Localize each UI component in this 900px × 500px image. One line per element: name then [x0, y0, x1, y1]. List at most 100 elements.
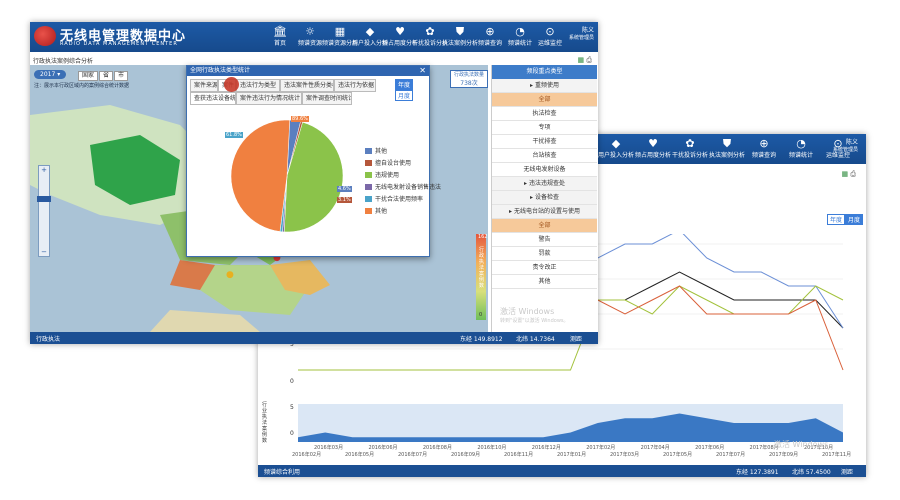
- zoom-out-icon[interactable]: −: [41, 248, 47, 256]
- front-nav-label-9: 运维监控: [537, 40, 562, 47]
- upper-y-tick-0: 0: [290, 378, 294, 385]
- front-toolbar-icons: ▦ ⎙: [578, 56, 592, 65]
- grid-icon[interactable]: ▦: [577, 56, 585, 64]
- side-menu-item-1[interactable]: 全部: [492, 93, 597, 107]
- side-menu-item-11[interactable]: 警告: [492, 233, 597, 247]
- side-menu-item-4[interactable]: 干扰排查: [492, 135, 597, 149]
- pie-label-a: 89.6%: [291, 116, 309, 122]
- dialog-tab-row1-2[interactable]: 违法行为类型: [236, 79, 280, 92]
- pie-slice-2[interactable]: [283, 121, 344, 233]
- dialog-period-toggle: 年度月度: [395, 79, 429, 101]
- front-nav-label-5: 干扰投诉分析: [411, 40, 448, 47]
- front-nav-label-8: 频谱统计: [507, 40, 532, 47]
- back-nav-item-1[interactable]: ♥ 频占用度分析: [633, 137, 673, 159]
- front-nav-item-9[interactable]: ⊙ 运维监控: [530, 25, 570, 47]
- front-nav-item-8[interactable]: ◔ 频谱统计: [500, 25, 540, 47]
- x-tick-label: 2016年12月: [531, 445, 561, 451]
- front-nav-item-4[interactable]: ♥ 频占用度分析: [380, 25, 420, 47]
- back-status-dist[interactable]: 测距: [841, 469, 854, 476]
- scope-button-0[interactable]: 国家: [78, 71, 99, 81]
- front-user-name: 陈义: [581, 27, 594, 34]
- x-axis-top: 2016年03月 2016年06月 2016年08月 2016年10月 2016年12月…: [258, 444, 866, 452]
- color-scale-title: 行政执法案例数: [479, 247, 485, 289]
- back-nav-item-5[interactable]: ◔ 频谱统计: [781, 137, 821, 159]
- pie-chart: [230, 119, 344, 233]
- zoom-handle[interactable]: [37, 196, 51, 202]
- side-menu-item-3[interactable]: 专项: [492, 121, 597, 135]
- pie-legend-swatch-2: [365, 172, 372, 178]
- back-nav-item-4[interactable]: ⊕ 频谱查询: [744, 137, 784, 159]
- front-status-dist[interactable]: 测距: [570, 336, 583, 343]
- back-nav-item-3[interactable]: ⛊ 执法案例分析: [707, 137, 747, 159]
- scope-button-1[interactable]: 省: [99, 71, 114, 81]
- side-menu-item-12[interactable]: 罚款: [492, 247, 597, 261]
- back-user[interactable]: 陈义 系统管理员: [833, 137, 858, 153]
- back-nav-label-6: 运维监控: [825, 152, 850, 159]
- front-nav-item-1[interactable]: ☼ 频谱资源: [290, 25, 330, 47]
- pie-legend-swatch-4: [365, 196, 372, 202]
- front-nav-item-6[interactable]: ⛊ 执法案例分析: [440, 25, 480, 47]
- grid-icon[interactable]: ▦: [841, 170, 849, 178]
- side-menu-item-5[interactable]: 台站核查: [492, 149, 597, 163]
- map-marker-icon[interactable]: ●: [226, 270, 234, 280]
- side-menu-item-8[interactable]: ▸ 设备检查: [492, 191, 597, 205]
- zoom-slider[interactable]: + −: [37, 165, 51, 257]
- zoom-in-icon[interactable]: +: [41, 166, 47, 174]
- dialog-title: 全网行政执法类型统计: [190, 67, 251, 74]
- map-marker-icon[interactable]: ●: [273, 253, 281, 263]
- logo-title: 无线电管理数据中心: [60, 29, 187, 44]
- x-tick-label: 2016年08月: [422, 445, 452, 451]
- print-icon[interactable]: ⎙: [850, 170, 856, 178]
- print-icon[interactable]: ⎙: [586, 56, 592, 64]
- scope-button-2[interactable]: 市: [114, 71, 129, 81]
- pie-legend-item-2: 违规使用: [365, 170, 441, 179]
- dialog-tab-row2-0[interactable]: 查获违法设备统计: [190, 92, 236, 105]
- close-icon[interactable]: ✕: [419, 66, 426, 75]
- side-menu-item-2[interactable]: 执法检查: [492, 107, 597, 121]
- front-nav-icon-3: ◆: [365, 25, 375, 38]
- x-tick-label: 2017年06月: [695, 445, 725, 451]
- year-select[interactable]: 2017 ▾: [34, 70, 67, 79]
- x-tick-label: 2017年09月: [769, 452, 799, 458]
- side-menu-item-13[interactable]: 责令改正: [492, 261, 597, 275]
- dialog-tabs-row1: 案件来源案件违法行为类型违法案件性质分类标准违法行为依据: [190, 79, 426, 92]
- front-nav-label-7: 频谱查询: [477, 40, 502, 47]
- front-nav-item-5[interactable]: ✿ 干扰投诉分析: [410, 25, 450, 47]
- side-menu-item-10[interactable]: 全部: [492, 219, 597, 233]
- side-menu-item-0[interactable]: ▸ 重频使用: [492, 79, 597, 93]
- back-year-toggle[interactable]: 年度: [827, 214, 846, 225]
- dialog-tab-row1-3[interactable]: 违法案件性质分类标准: [280, 79, 334, 92]
- side-menu-item-7[interactable]: ▸ 违法违规查处: [492, 177, 597, 191]
- back-nav-icon-6: ⊙: [833, 137, 843, 150]
- pie-label-b: 61.8%: [225, 132, 243, 138]
- map-land-sea-asia: [150, 310, 260, 332]
- side-menu-item-9[interactable]: ▸ 无线电台站的设置与使用: [492, 205, 597, 219]
- front-nav-item-2[interactable]: ▦ 频谱资源分析: [320, 25, 360, 47]
- front-nav-item-0[interactable]: 🏛 首页: [260, 25, 300, 47]
- back-nav-item-2[interactable]: ✿ 干扰投诉分析: [670, 137, 710, 159]
- side-menu-item-14[interactable]: 其他: [492, 275, 597, 289]
- front-nav-label-2: 频谱资源分析: [321, 40, 358, 47]
- back-nav-item-6[interactable]: ⊙ 运维监控: [818, 137, 858, 159]
- dialog-tab-row2-2[interactable]: 案件调查时间统计: [302, 92, 352, 105]
- lower-y-tick-1: 5: [290, 404, 294, 411]
- dialog-month-toggle[interactable]: 月度: [395, 90, 414, 101]
- x-tick-label: 2017年01月: [557, 452, 587, 458]
- dialog-tab-row1-4[interactable]: 违法行为依据: [334, 79, 376, 92]
- x-tick-label: 2016年07月: [398, 452, 428, 458]
- pie-legend-label-3: 无线电发射设备销售违法: [375, 184, 442, 191]
- pie-slice-5[interactable]: [230, 119, 291, 232]
- x-tick-label: 2017年02月: [586, 445, 616, 451]
- front-nav-item-3[interactable]: ◆ 用户投入分析: [350, 25, 390, 47]
- total-box: 行政执法数量 738次: [450, 70, 488, 88]
- front-nav-item-7[interactable]: ⊕ 频谱查询: [470, 25, 510, 47]
- dialog-tab-row1-0[interactable]: 案件来源: [190, 79, 218, 92]
- front-user[interactable]: 陈义 系统管理员: [569, 25, 594, 41]
- dialog-year-toggle[interactable]: 年度: [395, 79, 414, 90]
- side-menu-item-6[interactable]: 无线电发射设备: [492, 163, 597, 177]
- area-series[interactable]: [298, 413, 843, 443]
- dialog-tab-row2-1[interactable]: 案件违法行为情况统计: [236, 92, 302, 105]
- pie-legend-label-4: 干扰合法使用频率: [375, 196, 424, 203]
- back-nav-item-0[interactable]: ◆ 用户投入分析: [596, 137, 636, 159]
- back-month-toggle[interactable]: 月度: [845, 214, 864, 225]
